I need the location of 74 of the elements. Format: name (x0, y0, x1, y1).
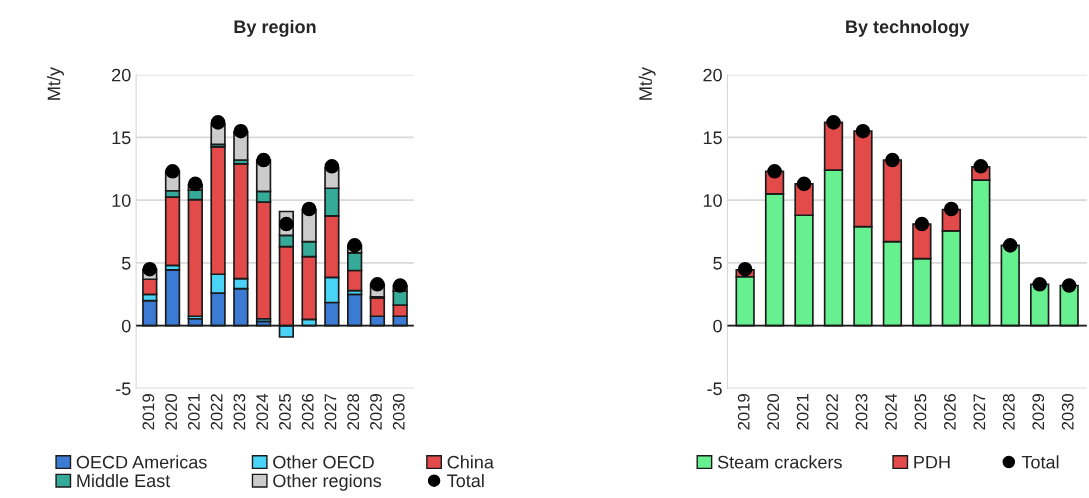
x-tick-label: 2026 (943, 394, 956, 430)
x-tick-label: 2022 (826, 394, 838, 430)
x-tick-label: 2029 (370, 394, 382, 430)
legend-label: Total (1021, 455, 1059, 469)
x-tick-label: 2024 (256, 393, 269, 430)
x-tick-label: 2030 (392, 393, 405, 430)
point (392, 278, 408, 293)
legend-label: OECD Americas (76, 455, 207, 469)
y-axis-title: Mt/y (47, 67, 64, 100)
y-tick-label: 15 (703, 131, 722, 145)
legend-label: Other regions (273, 473, 382, 491)
legend-label: Middle East (77, 473, 171, 488)
y-tick-label: 0 (121, 319, 131, 333)
y-tick-label: -5 (116, 382, 131, 396)
bar (164, 196, 181, 267)
y-tick-label: 10 (112, 194, 131, 207)
point (279, 216, 294, 232)
x-tick-label: 2022 (210, 394, 223, 430)
x-tick-label: 2023 (855, 394, 868, 430)
x-tick-label: 2028 (347, 394, 360, 430)
x-tick-label: 2023 (233, 394, 246, 430)
point (233, 123, 249, 139)
x-tick-label: 2026 (301, 394, 314, 430)
point (796, 176, 812, 192)
x-tick-label: 2019 (737, 394, 750, 430)
legend-label: Steam crackers (717, 455, 842, 469)
legend-label: China (447, 455, 494, 469)
point (188, 176, 203, 192)
legend-label: Other OECD (273, 455, 374, 469)
point (737, 261, 753, 277)
x-tick-label: 2019 (142, 394, 155, 430)
point (1032, 276, 1047, 292)
x-tick-label: 2025 (279, 394, 291, 430)
point (142, 261, 158, 277)
y-tick-label: 0 (713, 319, 722, 333)
point (210, 115, 226, 130)
y-tick-label: 5 (121, 257, 131, 270)
y-tick-label: -5 (707, 382, 722, 396)
point (767, 164, 782, 179)
point (165, 164, 180, 179)
y-tick-label: 5 (713, 257, 722, 270)
legend-label: PDH (914, 455, 950, 469)
x-tick-label: 2021 (796, 394, 809, 430)
x-tick-label: 2027 (324, 394, 337, 430)
point (944, 201, 959, 217)
point (347, 238, 362, 253)
x-tick-label: 2029 (1032, 394, 1045, 430)
point (855, 123, 871, 139)
x-tick-label: 2027 (973, 394, 986, 430)
point (1061, 278, 1077, 293)
y-tick-label: 10 (703, 194, 722, 207)
x-tick-label: 2024 (885, 393, 897, 430)
point (370, 276, 385, 292)
point (301, 201, 317, 217)
point (256, 152, 271, 168)
y-tick-label: 20 (703, 68, 722, 82)
x-tick-label: 2020 (767, 393, 780, 430)
chart-title: By region (234, 19, 316, 37)
y-tick-label: 15 (112, 131, 131, 145)
point (1002, 238, 1018, 253)
point (885, 152, 900, 168)
point (324, 159, 340, 174)
x-tick-label: 2021 (187, 394, 200, 430)
point (973, 159, 989, 174)
y-axis-title: Mt/y (638, 67, 656, 100)
x-tick-label: 2030 (1061, 393, 1074, 430)
x-tick-label: 2020 (165, 393, 178, 430)
chart-title: By technology (846, 19, 970, 37)
legend-label: Total (447, 473, 484, 488)
x-tick-label: 2025 (914, 394, 927, 430)
y-tick-label: 20 (112, 68, 131, 82)
point (914, 216, 930, 232)
point (826, 115, 841, 130)
x-tick-label: 2028 (1002, 394, 1015, 430)
